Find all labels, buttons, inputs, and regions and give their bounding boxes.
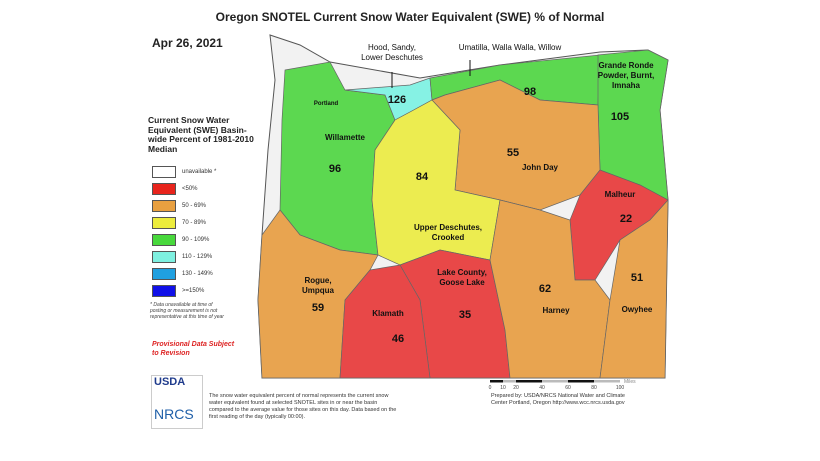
scale-tick: 40 [539,385,545,391]
scale-segment [490,380,503,383]
map-title: Oregon SNOTEL Current Snow Water Equival… [215,10,605,24]
legend-swatch [152,285,176,297]
basin-value: 62 [539,283,551,295]
scale-segment [503,380,516,383]
basin-label: Upper Deschutes, [414,223,482,232]
legend-label: 50 - 69% [182,203,207,209]
legend-item: unavailable * [152,166,216,178]
basin-label: John Day [522,163,559,172]
basin-value: 46 [392,333,404,345]
prepared-by: Prepared by: USDA/NRCS National Water an… [491,393,625,406]
basin-label: Owyhee [622,305,653,314]
basin-value: 105 [611,111,629,123]
basin-value: 98 [524,86,536,98]
scale-tick: 100 [616,385,625,391]
legend-item: 110 - 129% [152,251,212,263]
basin-label: Rogue, [304,276,331,285]
basin-label: Goose Lake [439,278,485,287]
legend-item: 70 - 89% [152,217,206,229]
map-date: Apr 26, 2021 [152,36,223,50]
basin-label: Lower Deschutes [361,53,423,62]
legend-item: 50 - 69% [152,200,206,212]
basin-label: Hood, Sandy, [368,43,416,52]
scale-tick: 10 [500,385,506,391]
basin-value: 51 [631,272,643,284]
legend-label: 110 - 129% [182,254,213,260]
basin-value: 96 [329,163,341,175]
legend-swatch [152,234,176,246]
scale-segment [516,380,542,383]
scale-tick: 20 [513,385,519,391]
legend-swatch [152,183,176,195]
basin-value: 126 [388,94,406,106]
basin-klamath [339,264,431,379]
nrcs-logo-text: NRCS [154,406,194,422]
basin-label: Malheur [605,190,636,199]
description: The snow water equivalent percent of nor… [209,393,397,420]
legend-swatch [152,166,176,178]
basin-label: Grande Ronde [598,61,654,70]
scale-unit: Miles [624,379,636,385]
scale-segment [594,380,620,383]
city-label: Portland [314,101,339,107]
legend-label: 70 - 89% [182,220,207,226]
legend-swatch [152,200,176,212]
legend-item: 130 - 149% [152,268,213,280]
basin-value: 22 [620,213,632,225]
legend-item: >=150% [152,285,204,297]
basin-label: Imnaha [612,81,641,90]
provisional-note: Provisional Data Subject to Revision [152,341,235,357]
legend-label: <50% [182,186,198,192]
basin-label: Umpqua [302,286,335,295]
legend-label: 130 - 149% [182,271,213,277]
basin-label: Crooked [432,233,465,242]
basin-value: 84 [416,171,429,183]
basin-label: Harney [542,306,570,315]
usda-nrcs-logo: USDA NRCS [151,375,203,429]
legend-item: <50% [152,183,198,195]
basin-owyhee [599,199,669,379]
legend-label: 90 - 109% [182,237,210,243]
basin-value: 55 [507,147,519,159]
basin-label: Lake County, [437,268,487,277]
usda-logo-text: USDA [154,376,186,388]
scale-segment [542,380,568,383]
basin-value: 35 [459,309,471,321]
legend-label: unavailable * [182,169,217,175]
legend-swatch [152,217,176,229]
legend-title: Current Snow Water Equivalent (SWE) Basi… [148,115,254,154]
legend-swatch [152,268,176,280]
legend-label: >=150% [182,288,205,294]
basin-label: Powder, Burnt, [598,71,654,80]
basin-label: Klamath [372,309,404,318]
legend-swatch [152,251,176,263]
scale-tick: 60 [565,385,571,391]
basin-value: 59 [312,302,324,314]
legend-item: 90 - 109% [152,234,209,246]
unavailable-note: * Data unavailable at time of posting or… [150,302,224,320]
basin-label: Umatilla, Walla Walla, Willow [459,43,562,52]
scale-segment [568,380,594,383]
scale-tick: 80 [591,385,597,391]
basin-label: Willamette [325,133,365,142]
scale-tick: 0 [489,385,492,391]
